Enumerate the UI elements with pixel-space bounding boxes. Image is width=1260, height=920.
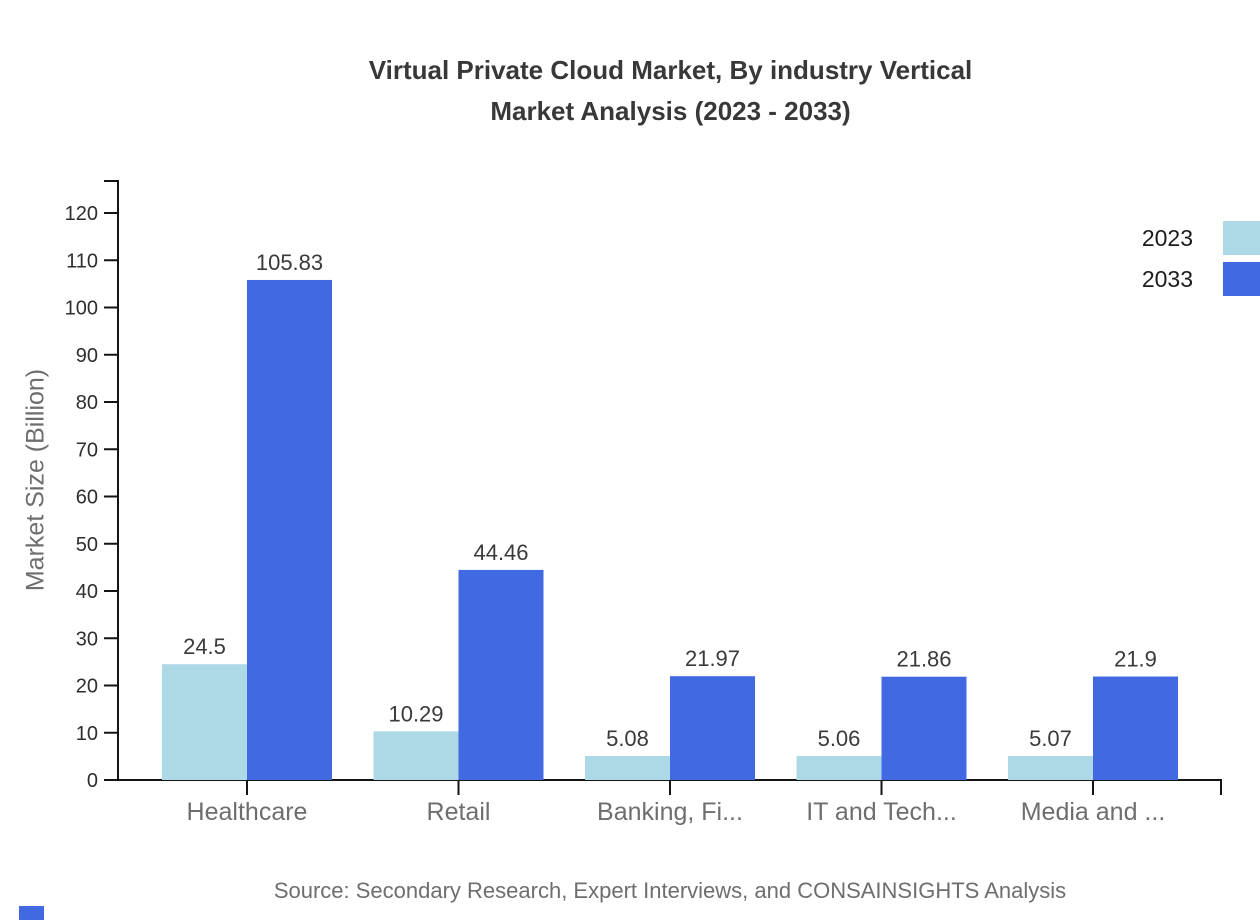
bar-2023-1	[373, 731, 459, 780]
bar-2023-2	[585, 755, 670, 780]
legend-row-2023: 2023	[1142, 221, 1260, 255]
bar-value-label: 5.08	[606, 726, 649, 751]
bar-2033-1	[458, 569, 544, 780]
legend-swatch-2023	[1223, 221, 1260, 255]
y-tick-label: 50	[76, 534, 98, 556]
x-category-label: Retail	[427, 798, 491, 826]
y-tick-label: 60	[76, 487, 98, 509]
bar-2033-0	[247, 279, 332, 780]
y-tick-label: 0	[87, 770, 98, 792]
y-tick-label: 100	[65, 298, 98, 320]
y-tick-label: 10	[76, 723, 98, 745]
x-category-label: IT and Tech...	[806, 798, 957, 826]
bar-2033-4	[1093, 676, 1178, 780]
bar-value-label: 44.46	[473, 540, 528, 565]
legend-label: 2033	[1141, 265, 1193, 292]
x-category-label: Healthcare	[187, 798, 308, 826]
bar-value-label: 24.5	[183, 634, 226, 659]
y-tick-label: 40	[76, 581, 98, 603]
bar-value-label: 21.86	[896, 647, 951, 672]
y-tick-label: 110	[66, 250, 98, 272]
bar-value-label: 5.07	[1029, 726, 1072, 751]
bar-value-label: 10.29	[388, 701, 443, 726]
y-tick-label: 70	[76, 439, 98, 461]
source-note: Source: Secondary Research, Expert Inter…	[273, 878, 1067, 903]
x-category-label: Banking, Fi...	[597, 798, 743, 826]
bar-2033-2	[670, 676, 755, 780]
chart-title: Virtual Private Cloud Market, By industr…	[81, 50, 1260, 132]
x-category-label: Media and ...	[1021, 798, 1166, 826]
bar-value-label: 5.06	[818, 726, 861, 751]
bar-value-label: 21.97	[685, 646, 740, 671]
chart-title-line2: Market Analysis (2023 - 2033)	[490, 96, 851, 126]
logo-mark	[19, 906, 44, 920]
y-tick-label: 30	[76, 628, 98, 650]
bar-2023-3	[796, 756, 882, 780]
y-axis-title: Market Size (Billion)	[21, 368, 50, 592]
bar-value-label: 21.9	[1114, 647, 1157, 672]
bar-value-label: 105.83	[256, 250, 323, 275]
y-tick-label: 80	[76, 392, 98, 414]
y-tick-label: 20	[76, 676, 98, 698]
legend-row-2033: 2033	[1142, 262, 1260, 296]
y-tick-label: 120	[65, 203, 98, 225]
y-tick-label: 90	[76, 345, 98, 367]
bar-2033-3	[881, 676, 967, 780]
legend-label: 2023	[1141, 224, 1193, 251]
bar-2023-4	[1008, 756, 1093, 780]
legend: 2023 2033	[1142, 221, 1260, 296]
chart-title-line1: Virtual Private Cloud Market, By industr…	[368, 55, 973, 85]
bar-2023-0	[162, 664, 247, 780]
legend-swatch-2033	[1223, 262, 1260, 296]
